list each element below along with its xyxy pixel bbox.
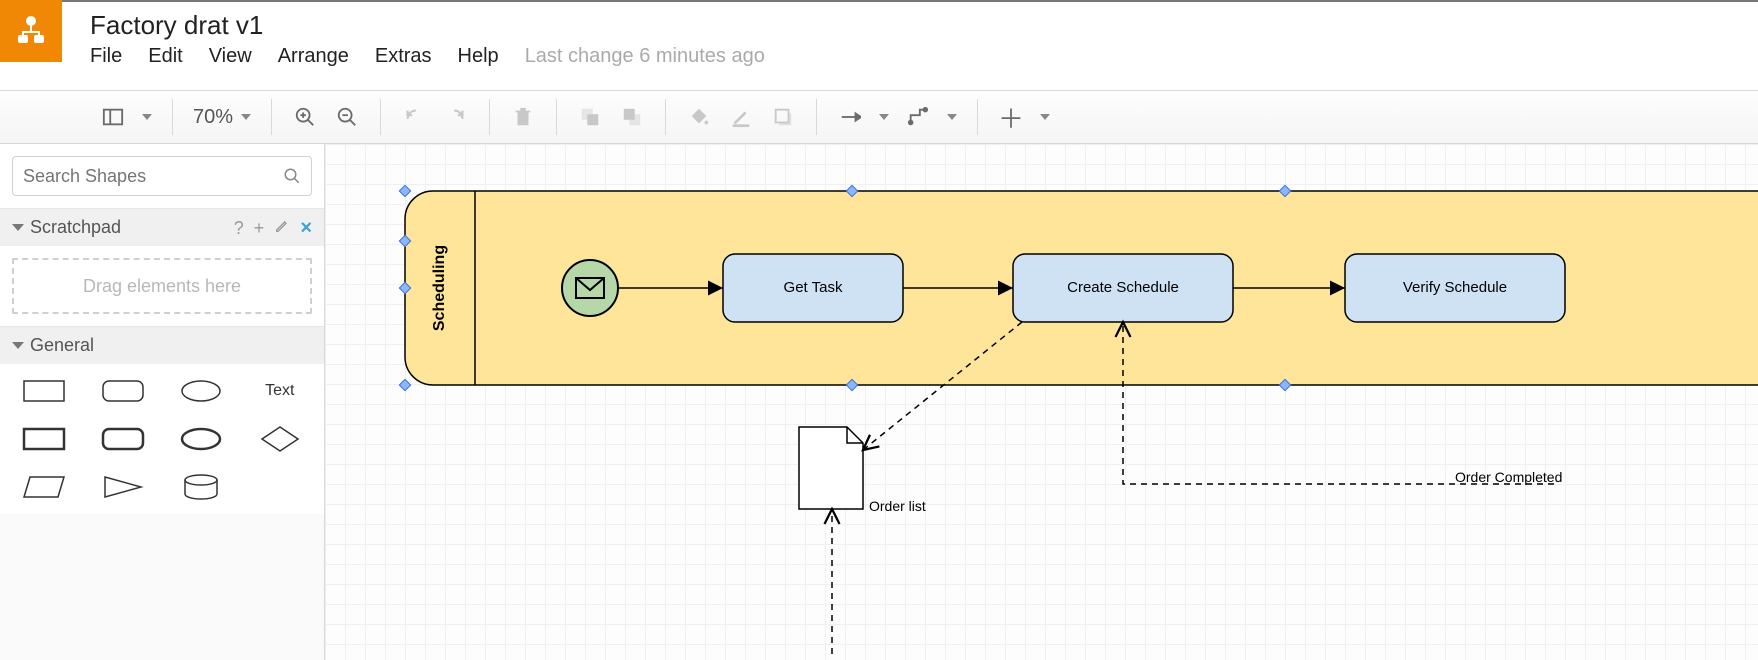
line-color-icon[interactable] — [728, 104, 754, 130]
chevron-down-icon — [241, 114, 251, 120]
start-event[interactable] — [562, 260, 618, 316]
insert-icon[interactable]: ＋ — [998, 104, 1024, 130]
connection-icon[interactable] — [837, 104, 863, 130]
sidebar: Scratchpad ? + × Drag elements here Gene… — [0, 144, 325, 660]
scratchpad-close-icon[interactable]: × — [300, 218, 312, 238]
lane-label: Scheduling — [431, 245, 448, 331]
search-icon — [283, 167, 301, 185]
zoom-level[interactable]: 70% — [193, 106, 251, 129]
zoom-out-icon[interactable] — [334, 104, 360, 130]
chevron-down-icon[interactable] — [142, 114, 152, 120]
shape-ellipse-bold[interactable] — [178, 424, 224, 454]
document-node[interactable] — [799, 427, 863, 509]
scratchpad-header[interactable]: Scratchpad ? + × — [0, 209, 324, 246]
shapes-palette: Text — [0, 364, 324, 514]
to-back-icon[interactable] — [619, 104, 645, 130]
last-change-label: Last change 6 minutes ago — [525, 45, 765, 68]
general-header[interactable]: General — [0, 327, 324, 364]
app-logo[interactable] — [0, 0, 62, 62]
shape-cylinder[interactable] — [178, 472, 224, 502]
menu-help[interactable]: Help — [458, 45, 499, 68]
shape-text[interactable]: Text — [257, 376, 303, 406]
menu-view[interactable]: View — [209, 45, 252, 68]
document-label: Order list — [869, 498, 926, 514]
toolbar: 70% — [0, 90, 1758, 144]
selection-handle[interactable] — [399, 185, 410, 196]
edge-label: Order Completed — [1455, 469, 1562, 485]
task-label: Create Schedule — [1067, 279, 1179, 296]
collapse-icon — [12, 224, 24, 231]
selection-handle[interactable] — [399, 379, 410, 390]
shadow-icon[interactable] — [770, 104, 796, 130]
shape-search[interactable] — [12, 156, 312, 196]
menu-extras[interactable]: Extras — [375, 45, 432, 68]
shape-rectangle-bold[interactable] — [21, 424, 67, 454]
shape-rectangle[interactable] — [21, 376, 67, 406]
scratchpad-dropzone[interactable]: Drag elements here — [12, 258, 312, 314]
scratchpad-edit-icon[interactable] — [274, 218, 290, 237]
shape-diamond[interactable] — [257, 424, 303, 454]
redo-icon[interactable] — [443, 104, 469, 130]
document-title[interactable]: Factory drat v1 — [90, 10, 765, 41]
diagram-canvas[interactable]: Scheduling Get Task Create Schedule Verify … — [325, 144, 1758, 660]
delete-icon[interactable] — [510, 104, 536, 130]
waypoints-icon[interactable] — [905, 104, 931, 130]
to-front-icon[interactable] — [577, 104, 603, 130]
undo-icon[interactable] — [401, 104, 427, 130]
menu-file[interactable]: File — [90, 45, 122, 68]
fill-color-icon[interactable] — [686, 104, 712, 130]
sidebar-toggle-icon[interactable] — [100, 104, 126, 130]
task-label: Get Task — [784, 279, 843, 296]
shape-rounded-rectangle-bold[interactable] — [100, 424, 146, 454]
scratchpad-add-icon[interactable]: + — [254, 219, 265, 237]
shape-parallelogram[interactable] — [21, 472, 67, 502]
search-input[interactable] — [23, 166, 283, 187]
chevron-down-icon[interactable] — [947, 114, 957, 120]
menu-bar: File Edit View Arrange Extras Help Last … — [90, 45, 765, 68]
shape-ellipse[interactable] — [178, 376, 224, 406]
chevron-down-icon[interactable] — [879, 114, 889, 120]
menu-edit[interactable]: Edit — [148, 45, 182, 68]
shape-rounded-rectangle[interactable] — [100, 376, 146, 406]
chevron-down-icon[interactable] — [1040, 114, 1050, 120]
task-label: Verify Schedule — [1403, 279, 1507, 296]
menu-arrange[interactable]: Arrange — [278, 45, 349, 68]
collapse-icon — [12, 342, 24, 349]
zoom-in-icon[interactable] — [292, 104, 318, 130]
scratchpad-help[interactable]: ? — [234, 219, 244, 237]
shape-triangle[interactable] — [100, 472, 146, 502]
